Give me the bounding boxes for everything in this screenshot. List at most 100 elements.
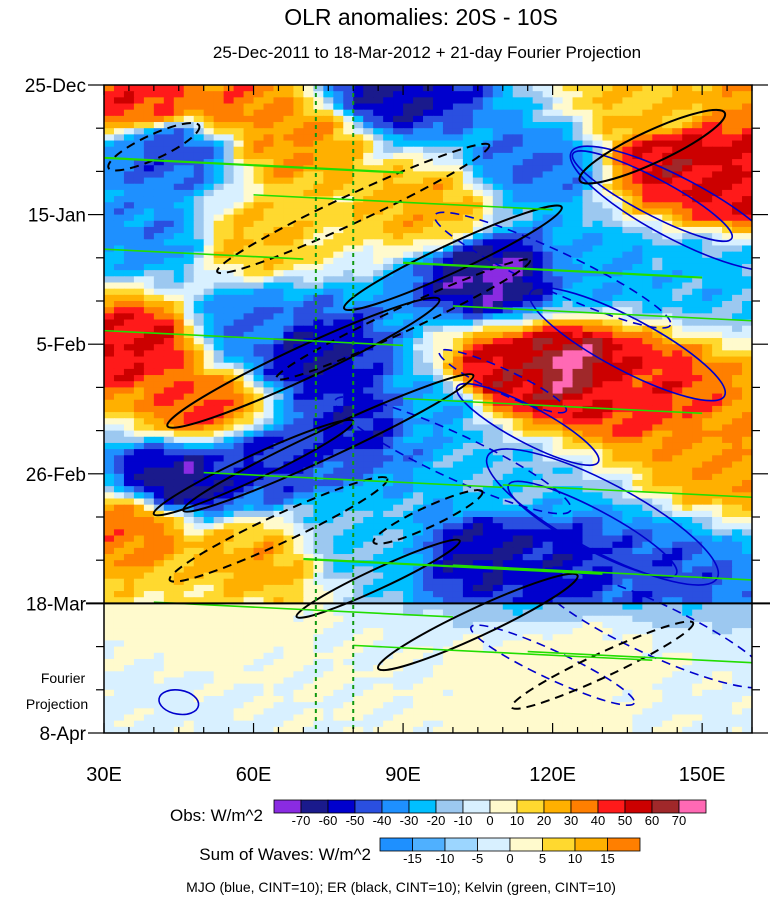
field-cell: [113, 159, 125, 166]
field-cell: [343, 498, 354, 506]
field-cell: [403, 319, 414, 327]
field-cell: [502, 307, 514, 314]
field-cell: [572, 350, 584, 358]
field-cell: [383, 226, 394, 234]
field-cell: [183, 479, 195, 487]
field-cell: [522, 313, 534, 321]
field-cell: [104, 535, 115, 543]
field-cell: [123, 276, 135, 284]
field-cell: [442, 523, 454, 530]
field-cell: [462, 405, 474, 413]
field-cell: [223, 510, 235, 518]
field-cell: [213, 455, 225, 463]
field-cell: [652, 251, 663, 259]
field-cell: [722, 239, 733, 247]
field-cell: [123, 486, 135, 493]
field-cell: [173, 282, 185, 290]
field-cell: [712, 529, 723, 537]
field-cell: [343, 270, 354, 277]
field-cell: [642, 331, 653, 339]
field-cell: [403, 424, 414, 432]
field-cell: [592, 189, 604, 197]
field-cell: [223, 418, 235, 426]
field-cell: [642, 226, 653, 234]
field-cell: [642, 350, 653, 358]
field-cell: [104, 220, 115, 228]
field-cell: [293, 226, 304, 234]
field-cell: [622, 412, 633, 419]
field-cell: [722, 461, 733, 469]
field-cell: [263, 177, 275, 185]
field-cell: [223, 381, 235, 388]
field-cell: [213, 183, 225, 191]
field-cell: [452, 313, 464, 321]
field-cell: [512, 479, 524, 487]
field-cell: [293, 288, 304, 296]
field-cell: [233, 461, 245, 469]
field-cell: [462, 319, 474, 327]
field-cell: [692, 165, 703, 172]
field-cell: [293, 122, 304, 129]
field-cell: [482, 547, 494, 555]
field-cell: [323, 196, 334, 203]
field-cell: [702, 535, 713, 543]
field-cell: [552, 276, 564, 284]
field-cell: [383, 430, 394, 438]
field-cell: [502, 140, 514, 148]
field-cell: [403, 183, 414, 191]
field-cell: [582, 350, 594, 358]
field-cell: [532, 214, 544, 222]
field-cell: [233, 177, 245, 185]
field-cell: [423, 196, 434, 203]
field-cell: [133, 177, 145, 185]
field-cell: [742, 399, 752, 407]
field-cell: [303, 517, 314, 524]
field-cell: [263, 331, 275, 339]
field-cell: [562, 338, 574, 345]
field-cell: [562, 430, 574, 438]
field-cell: [742, 436, 752, 444]
field-cell: [343, 375, 354, 382]
field-cell: [482, 467, 494, 475]
field-cell: [682, 313, 693, 321]
field-cell: [492, 492, 504, 500]
field-cell: [502, 122, 514, 129]
field-cell: [313, 103, 324, 111]
field-cell: [602, 109, 614, 117]
field-cell: [482, 498, 494, 506]
field-cell: [472, 109, 484, 117]
field-cell: [133, 183, 145, 191]
field-cell: [492, 202, 504, 210]
field-cell: [293, 325, 304, 333]
field-cell: [223, 270, 235, 277]
field-cell: [442, 251, 454, 259]
field-cell: [373, 449, 384, 456]
field-cell: [163, 245, 175, 253]
field-cell: [193, 517, 205, 524]
field-cell: [732, 492, 743, 500]
field-cell: [472, 165, 484, 172]
field-cell: [163, 177, 175, 185]
field-cell: [532, 140, 544, 148]
field-cell: [452, 208, 464, 216]
field-cell: [193, 412, 205, 419]
field-cell: [273, 449, 285, 456]
field-cell: [552, 152, 564, 160]
field-cell: [283, 393, 295, 401]
field-cell: [263, 492, 275, 500]
field-cell: [742, 313, 752, 321]
field-cell: [502, 356, 514, 364]
field-cell: [343, 356, 354, 364]
field-cell: [413, 263, 424, 271]
field-cell: [403, 115, 414, 123]
field-cell: [732, 233, 743, 240]
field-cell: [642, 492, 653, 500]
field-cell: [452, 498, 464, 506]
field-cell: [104, 226, 115, 234]
field-cell: [413, 115, 424, 123]
field-cell: [682, 498, 693, 506]
field-cell: [313, 504, 324, 512]
field-cell: [592, 412, 604, 419]
field-cell: [313, 140, 324, 148]
field-cell: [742, 239, 752, 247]
